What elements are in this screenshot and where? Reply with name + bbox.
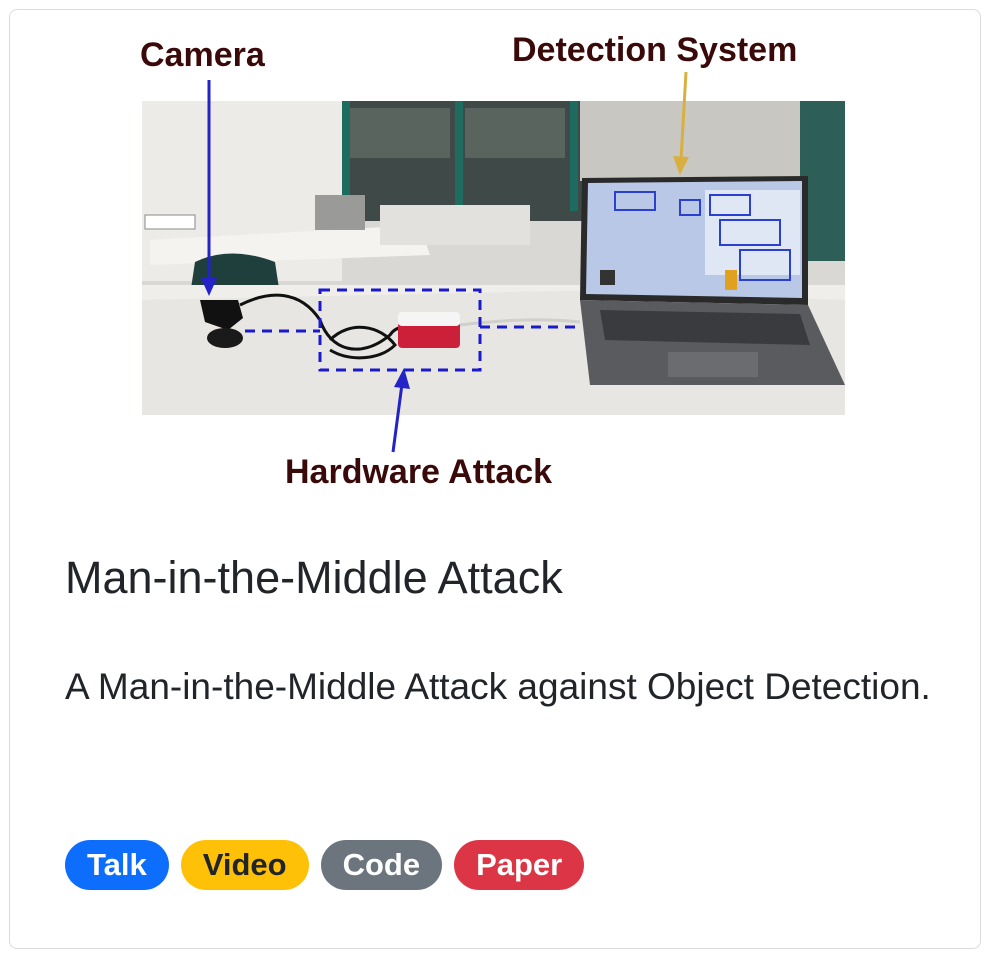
- card-description: A Man-in-the-Middle Attack against Objec…: [65, 666, 931, 707]
- resource-badges: Talk Video Code Paper: [65, 840, 585, 890]
- talk-badge[interactable]: Talk: [65, 840, 169, 890]
- camera-arrow: [201, 80, 217, 296]
- project-figure: Camera Detection System Hardware Attack: [140, 31, 845, 491]
- card-title: Man-in-the-Middle Attack: [65, 552, 563, 603]
- paper-badge[interactable]: Paper: [454, 840, 585, 890]
- camera-label: Camera: [140, 36, 265, 74]
- video-badge[interactable]: Video: [180, 840, 309, 890]
- detection-system-label: Detection System: [512, 31, 798, 69]
- setup-photo: [142, 71, 845, 453]
- laptop-device: [580, 176, 845, 385]
- hardware-attack-label: Hardware Attack: [285, 453, 553, 491]
- connection-lines: [245, 288, 578, 372]
- hardware-attack-device: [398, 312, 460, 348]
- hardware-attack-arrow: [391, 368, 410, 453]
- camera-device: [200, 300, 243, 348]
- code-badge[interactable]: Code: [320, 840, 443, 890]
- detection-system-arrow: [673, 71, 689, 175]
